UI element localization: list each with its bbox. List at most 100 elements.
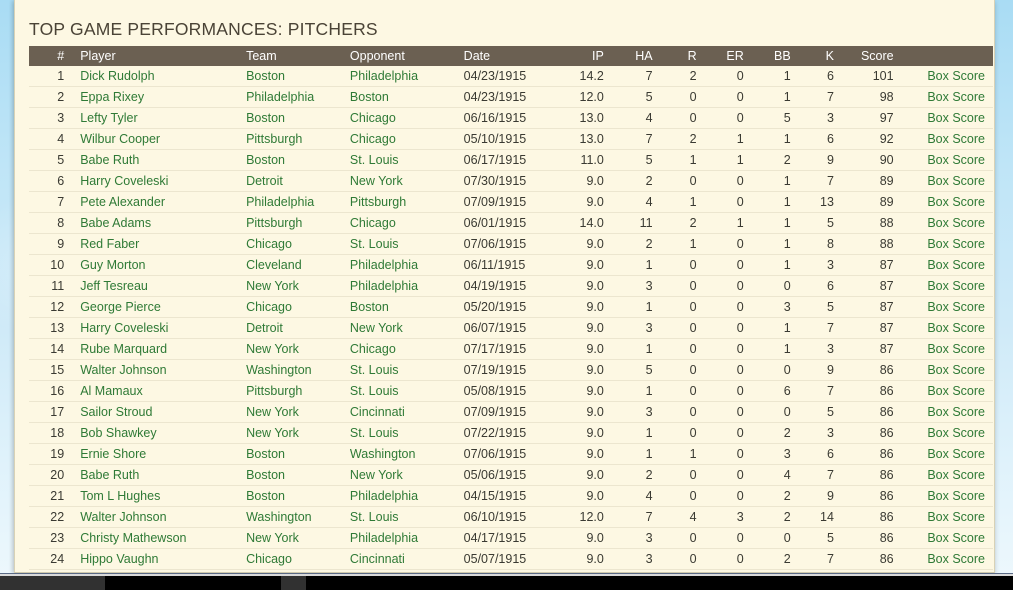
cell-opponent[interactable]: Pittsburgh	[341, 191, 456, 213]
cell-opponent-link[interactable]: Chicago	[349, 216, 396, 230]
cell-opponent[interactable]: Philadelphia	[341, 275, 456, 297]
cell-team-link[interactable]: Philadelphia	[246, 90, 315, 104]
cell-boxscore[interactable]: Box Score	[901, 338, 993, 360]
cell-team[interactable]: New York	[238, 401, 342, 423]
cell-boxscore-link[interactable]: Box Score	[927, 384, 985, 398]
cell-opponent[interactable]: St. Louis	[341, 380, 456, 402]
column-header-r[interactable]: R	[660, 46, 705, 66]
cell-team[interactable]: Washington	[238, 359, 342, 381]
cell-boxscore[interactable]: Box Score	[901, 506, 993, 528]
cell-team[interactable]: Chicago	[238, 233, 342, 255]
cell-boxscore-link[interactable]: Box Score	[927, 195, 985, 209]
cell-boxscore[interactable]: Box Score	[901, 359, 993, 381]
cell-team-link[interactable]: Detroit	[246, 321, 283, 335]
cell-boxscore-link[interactable]: Box Score	[927, 426, 985, 440]
column-header-k[interactable]: K	[798, 46, 842, 66]
cell-opponent[interactable]: St. Louis	[341, 422, 456, 444]
cell-boxscore-link[interactable]: Box Score	[927, 510, 985, 524]
cell-boxscore-link[interactable]: Box Score	[927, 216, 985, 230]
cell-player[interactable]: Eppa Rixey	[72, 86, 239, 108]
cell-boxscore-link[interactable]: Box Score	[927, 468, 985, 482]
cell-team[interactable]: Cleveland	[238, 254, 342, 276]
cell-team-link[interactable]: Pittsburgh	[246, 384, 303, 398]
cell-team-link[interactable]: Pittsburgh	[246, 132, 303, 146]
cell-boxscore[interactable]: Box Score	[901, 170, 993, 192]
column-header-score[interactable]: Score	[841, 46, 902, 66]
column-header-team[interactable]: Team	[238, 46, 342, 66]
cell-boxscore-link[interactable]: Box Score	[927, 174, 985, 188]
cell-opponent[interactable]: Philadelphia	[341, 527, 456, 549]
cell-team-link[interactable]: Detroit	[246, 174, 283, 188]
cell-player[interactable]: Sailor Stroud	[72, 401, 239, 423]
cell-player-link[interactable]: Walter Johnson	[80, 363, 167, 377]
cell-opponent-link[interactable]: Cincinnati	[349, 405, 405, 419]
cell-opponent[interactable]: Cincinnati	[341, 401, 456, 423]
cell-boxscore-link[interactable]: Box Score	[927, 447, 985, 461]
column-header-date[interactable]: Date	[455, 46, 559, 66]
cell-opponent-link[interactable]: Pittsburgh	[349, 195, 407, 209]
cell-player-link[interactable]: Guy Morton	[80, 258, 146, 272]
cell-boxscore-link[interactable]: Box Score	[927, 489, 985, 503]
cell-player-link[interactable]: Christy Mathewson	[80, 531, 187, 545]
cell-player[interactable]: Rube Marquard	[72, 338, 239, 360]
cell-boxscore-link[interactable]: Box Score	[927, 405, 985, 419]
cell-boxscore[interactable]: Box Score	[901, 443, 993, 465]
cell-player[interactable]: Walter Johnson	[72, 506, 239, 528]
cell-player[interactable]: Al Mamaux	[72, 380, 239, 402]
cell-boxscore[interactable]: Box Score	[901, 275, 993, 297]
cell-boxscore-link[interactable]: Box Score	[927, 552, 985, 566]
cell-player[interactable]: Walter Johnson	[72, 359, 239, 381]
cell-opponent-link[interactable]: Philadelphia	[349, 69, 419, 83]
cell-team[interactable]: Philadelphia	[238, 86, 342, 108]
cell-boxscore[interactable]: Box Score	[901, 548, 993, 570]
taskbar-segment-3[interactable]	[281, 576, 306, 590]
cell-player-link[interactable]: Hippo Vaughn	[80, 552, 159, 566]
cell-player[interactable]: Babe Adams	[72, 212, 239, 234]
cell-boxscore-link[interactable]: Box Score	[927, 237, 985, 251]
cell-boxscore[interactable]: Box Score	[901, 380, 993, 402]
cell-team[interactable]: Pittsburgh	[238, 212, 342, 234]
cell-opponent[interactable]: Chicago	[341, 107, 456, 129]
cell-team[interactable]: New York	[238, 275, 342, 297]
cell-boxscore-link[interactable]: Box Score	[927, 153, 985, 167]
cell-team-link[interactable]: Boston	[246, 447, 285, 461]
cell-boxscore-link[interactable]: Box Score	[927, 90, 985, 104]
cell-player-link[interactable]: Babe Adams	[80, 216, 152, 230]
cell-opponent-link[interactable]: Chicago	[349, 342, 396, 356]
cell-player-link[interactable]: Tom L Hughes	[80, 489, 161, 503]
cell-player-link[interactable]: Harry Coveleski	[80, 174, 169, 188]
cell-opponent-link[interactable]: New York	[349, 468, 403, 482]
column-header-er[interactable]: ER	[704, 46, 752, 66]
cell-player-link[interactable]: Babe Ruth	[80, 153, 140, 167]
cell-team[interactable]: Boston	[238, 464, 342, 486]
cell-player-link[interactable]: Rube Marquard	[80, 342, 168, 356]
cell-boxscore[interactable]: Box Score	[901, 422, 993, 444]
cell-boxscore-link[interactable]: Box Score	[927, 69, 985, 83]
cell-boxscore-link[interactable]: Box Score	[927, 531, 985, 545]
cell-opponent[interactable]: Philadelphia	[341, 485, 456, 507]
cell-boxscore-link[interactable]: Box Score	[927, 321, 985, 335]
cell-opponent-link[interactable]: Boston	[349, 300, 389, 314]
cell-boxscore[interactable]: Box Score	[901, 191, 993, 213]
cell-opponent[interactable]: St. Louis	[341, 149, 456, 171]
cell-team[interactable]: New York	[238, 338, 342, 360]
cell-player-link[interactable]: George Pierce	[80, 300, 161, 314]
cell-opponent[interactable]: Philadelphia	[341, 254, 456, 276]
cell-team-link[interactable]: Philadelphia	[246, 195, 315, 209]
cell-opponent[interactable]: Boston	[341, 86, 456, 108]
cell-team-link[interactable]: Chicago	[246, 300, 292, 314]
cell-player[interactable]: Ernie Shore	[72, 443, 239, 465]
cell-player-link[interactable]: Bob Shawkey	[80, 426, 157, 440]
cell-boxscore[interactable]: Box Score	[901, 527, 993, 549]
cell-boxscore[interactable]: Box Score	[901, 233, 993, 255]
cell-player-link[interactable]: Babe Ruth	[80, 468, 140, 482]
taskbar-segment-2[interactable]	[105, 576, 281, 590]
column-header-player[interactable]: Player	[72, 46, 239, 66]
cell-player-link[interactable]: Harry Coveleski	[80, 321, 169, 335]
cell-boxscore[interactable]: Box Score	[901, 464, 993, 486]
cell-boxscore-link[interactable]: Box Score	[927, 300, 985, 314]
cell-player-link[interactable]: Dick Rudolph	[80, 69, 155, 83]
cell-boxscore-link[interactable]: Box Score	[927, 111, 985, 125]
cell-boxscore[interactable]: Box Score	[901, 296, 993, 318]
cell-team[interactable]: Pittsburgh	[238, 128, 342, 150]
